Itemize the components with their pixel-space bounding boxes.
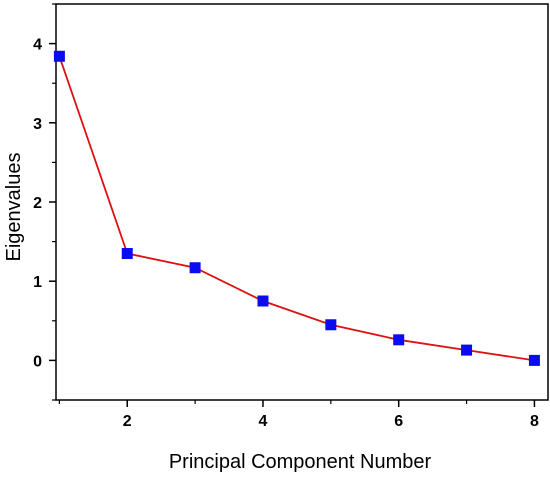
x-tick-label: 6 [394,413,403,430]
data-point [189,262,201,274]
data-point [325,319,337,331]
data-point [461,344,473,356]
y-tick-label: 4 [33,37,42,54]
series-line [58,55,535,362]
data-point [393,334,405,346]
data-point [53,50,65,62]
data-point [257,295,269,307]
x-axis-title: Principal Component Number [169,451,432,473]
y-axis-title: Eigenvalues [3,153,25,262]
data-point [528,354,540,366]
y-tick-label: 3 [33,116,42,133]
x-tick-label: 4 [259,413,268,430]
data-point [121,247,133,259]
x-tick-label: 8 [530,413,539,430]
plot-frame [55,3,549,401]
y-tick-label: 0 [33,353,42,370]
y-tick-label: 1 [33,274,42,291]
x-tick-label: 2 [123,413,132,430]
plot-area: 2 4 6 8 0 1 2 3 4 [33,3,549,430]
y-tick-label: 2 [33,195,42,212]
